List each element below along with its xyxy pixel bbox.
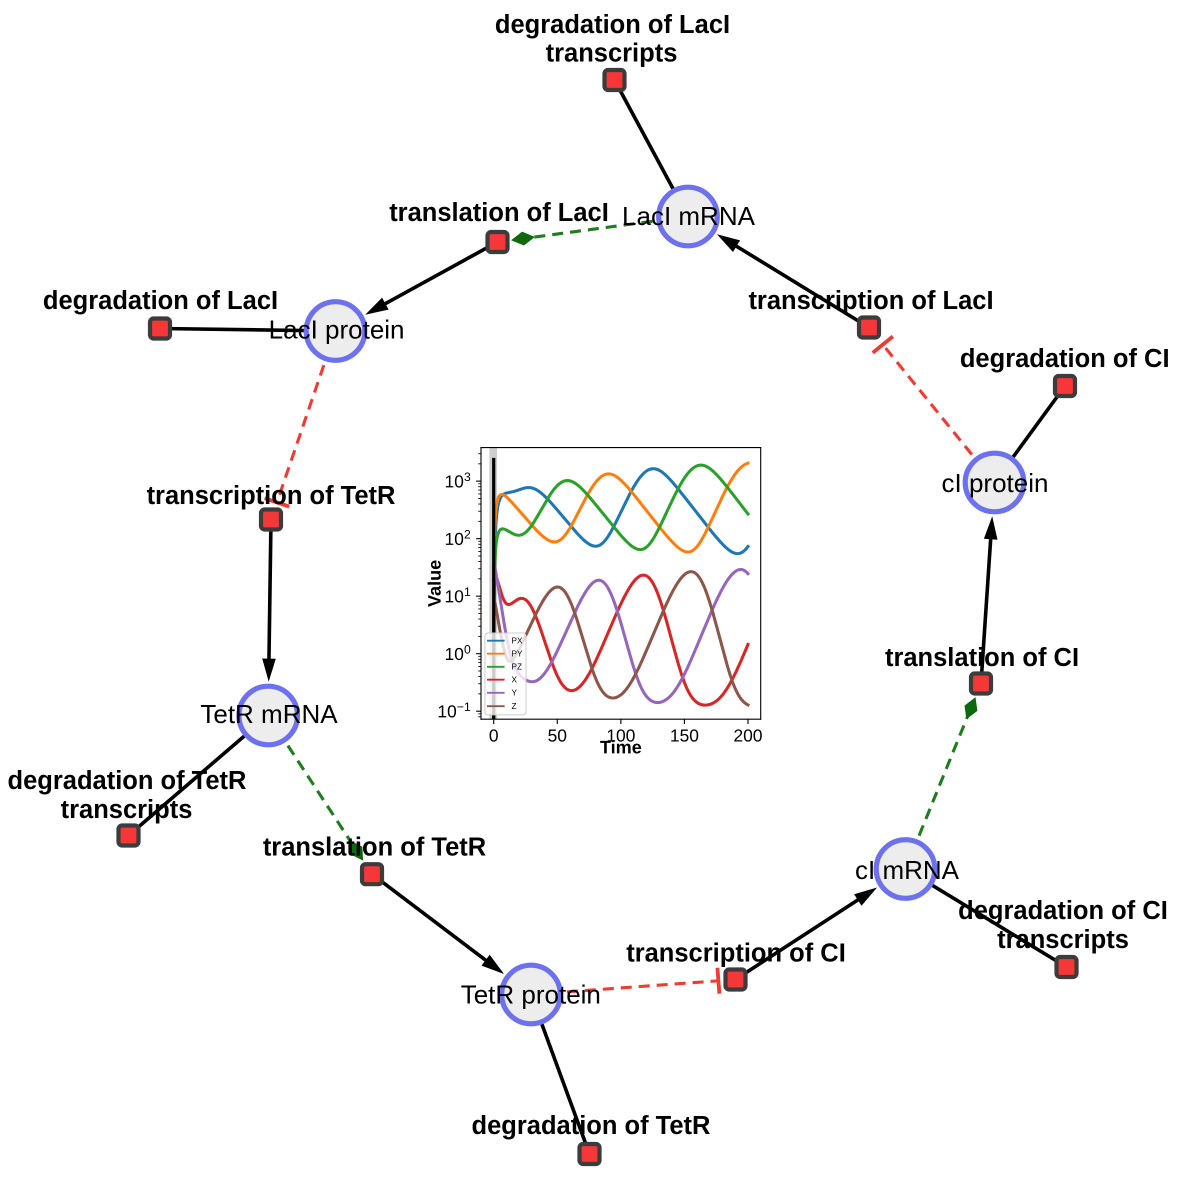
svg-text:transcription of CI: transcription of CI	[626, 940, 846, 968]
svg-text:Y: Y	[512, 689, 518, 698]
svg-text:transcripts: transcripts	[997, 926, 1129, 954]
svg-text:PY: PY	[512, 650, 523, 659]
svg-text:translation of CI: translation of CI	[885, 644, 1079, 672]
svg-text:translation of TetR: translation of TetR	[263, 834, 486, 862]
svg-text:degradation of CI: degradation of CI	[958, 897, 1168, 925]
svg-text:degradation of TetR: degradation of TetR	[472, 1112, 711, 1140]
svg-text:degradation of CI: degradation of CI	[960, 345, 1170, 373]
svg-text:X: X	[512, 676, 518, 685]
svg-text:Z: Z	[512, 702, 517, 711]
svg-text:degradation of TetR: degradation of TetR	[8, 767, 247, 795]
svg-text:transcripts: transcripts	[61, 796, 193, 824]
svg-text:PZ: PZ	[512, 663, 522, 672]
svg-text:transcripts: transcripts	[546, 40, 678, 68]
svg-text:cI mRNA: cI mRNA	[855, 855, 960, 885]
svg-text:PX: PX	[512, 637, 523, 646]
svg-text:transcription of LacI: transcription of LacI	[748, 287, 993, 315]
svg-text:LacI protein: LacI protein	[269, 315, 405, 345]
svg-text:TetR mRNA: TetR mRNA	[200, 699, 338, 729]
svg-text:cI protein: cI protein	[942, 468, 1049, 498]
svg-text:degradation of LacI: degradation of LacI	[43, 287, 278, 315]
svg-text:translation of LacI: translation of LacI	[389, 199, 609, 227]
svg-text:transcription of TetR: transcription of TetR	[147, 482, 396, 510]
svg-text:LacI mRNA: LacI mRNA	[622, 201, 756, 231]
svg-text:degradation of LacI: degradation of LacI	[495, 11, 730, 39]
svg-text:TetR protein: TetR protein	[461, 980, 601, 1010]
